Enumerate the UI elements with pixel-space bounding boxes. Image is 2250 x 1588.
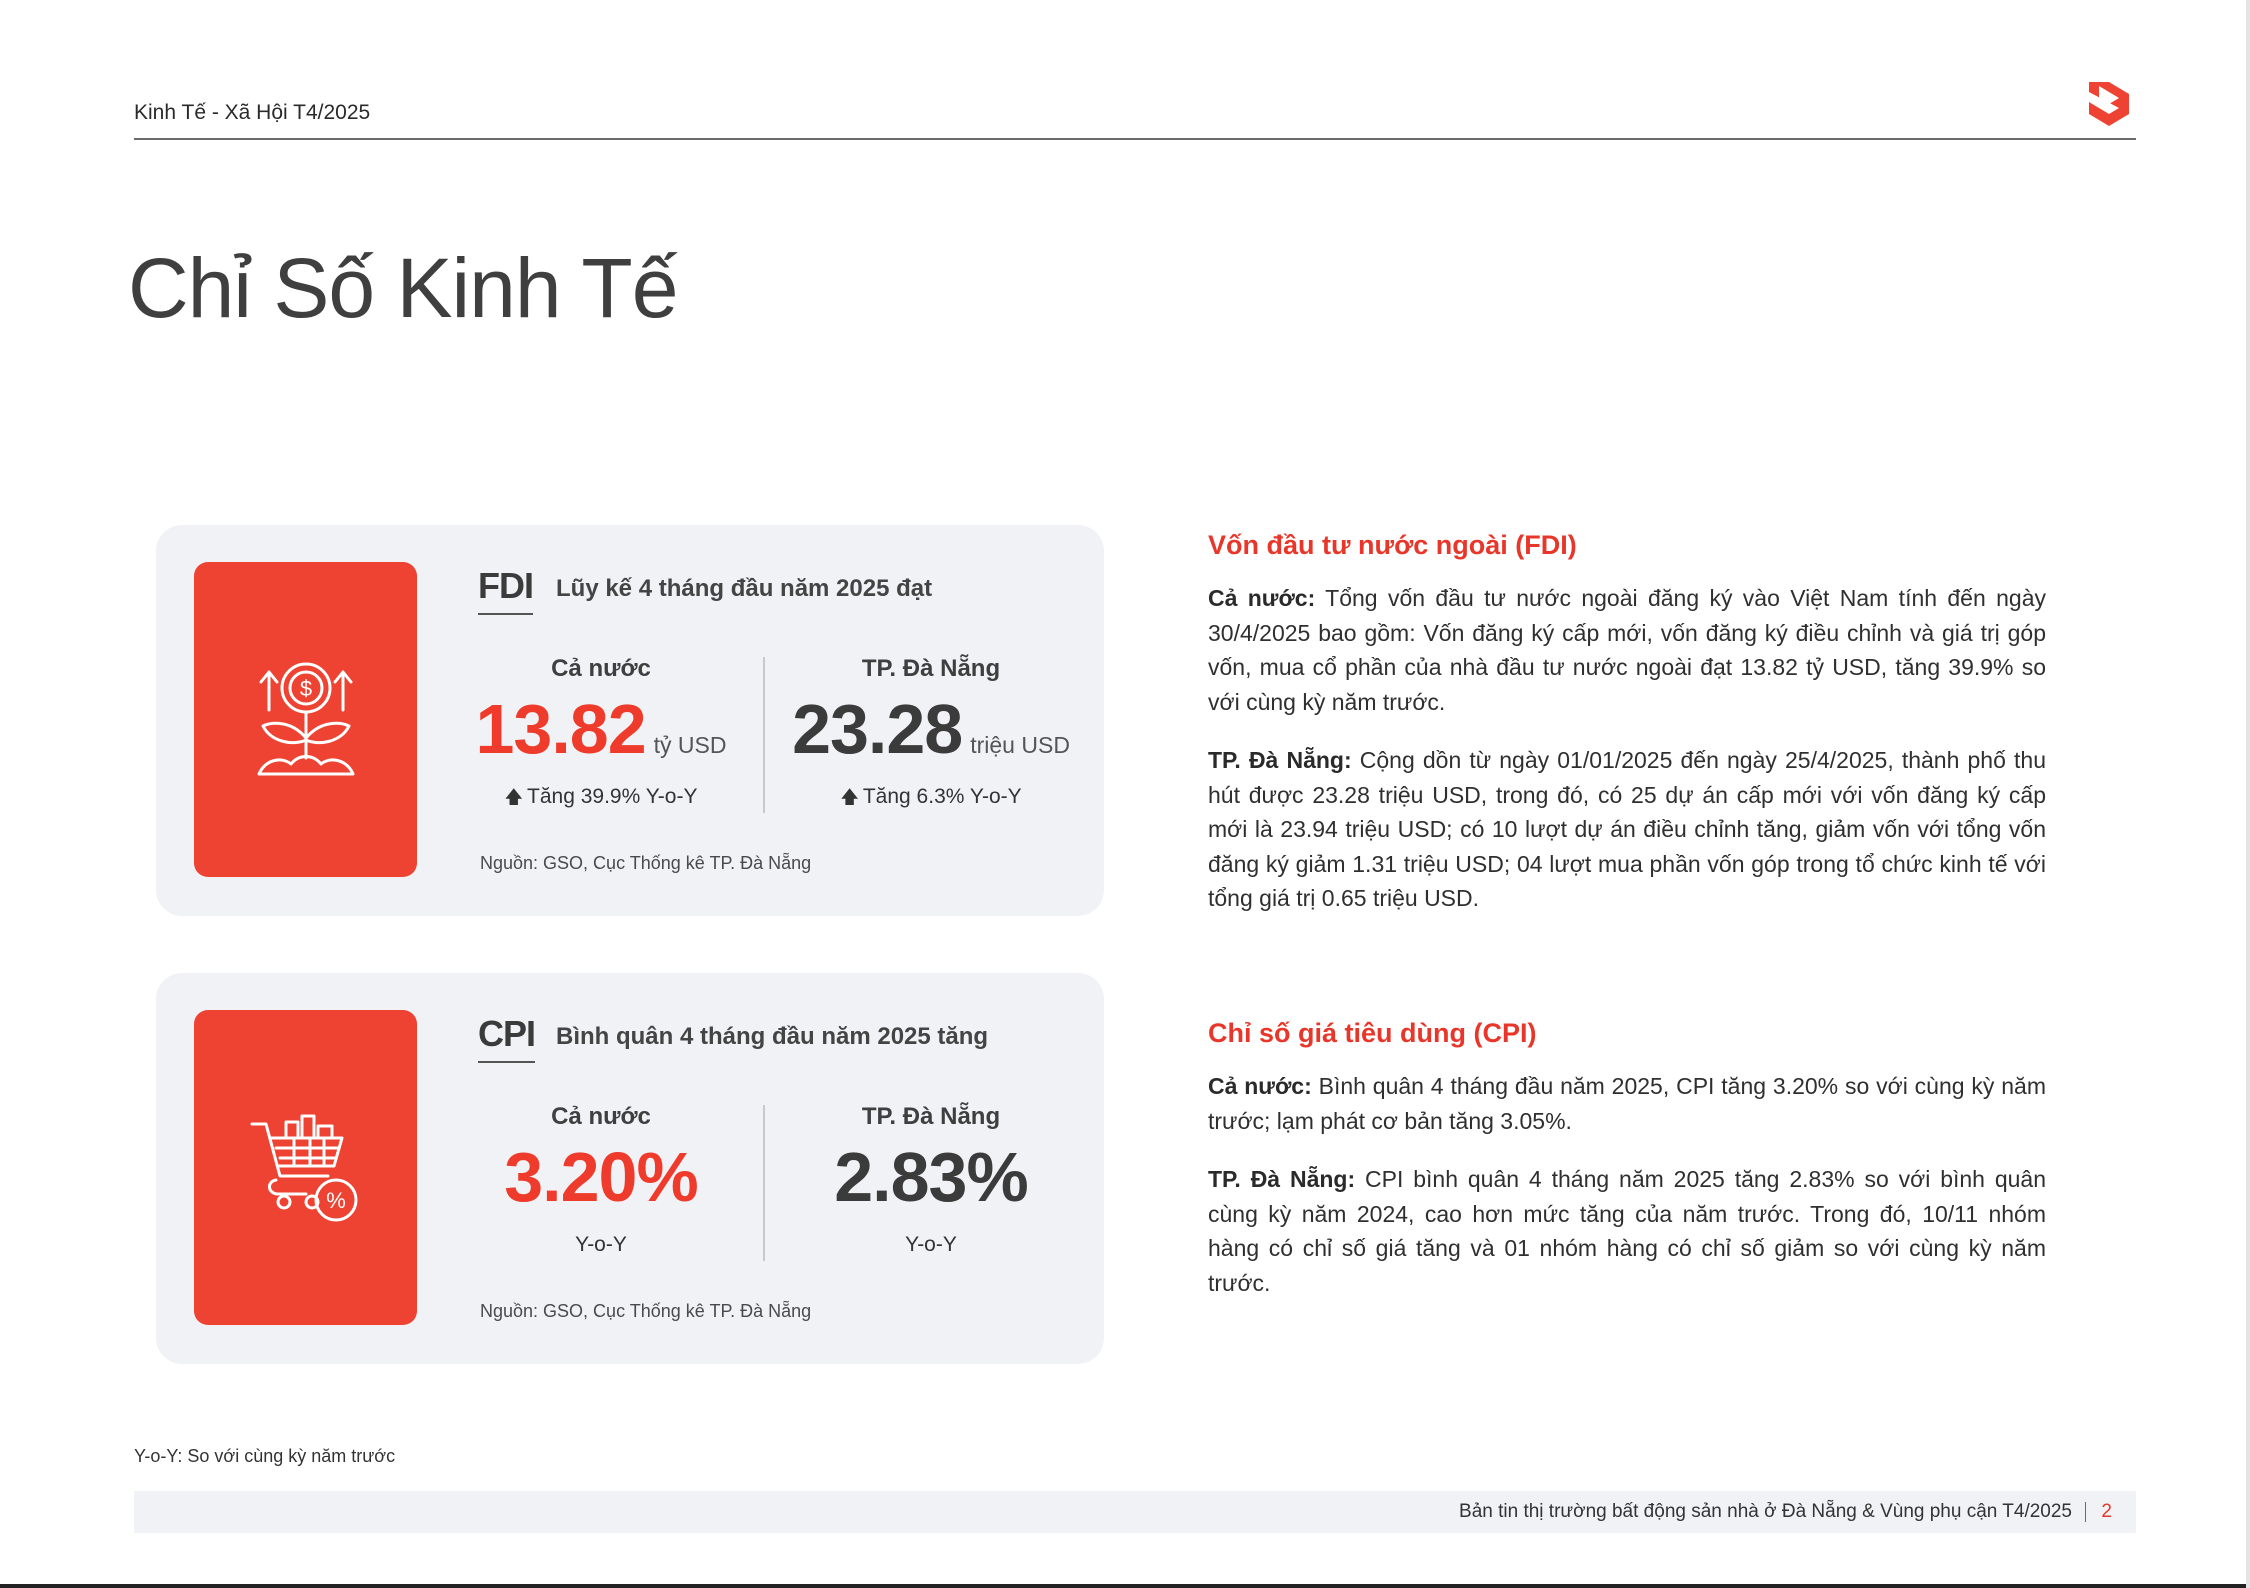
cpi-danang-body: CPI bình quân 4 tháng năm 2025 tăng 2.83… [1208,1166,2046,1296]
svg-text:%: % [326,1188,346,1213]
yoy-footnote: Y-o-Y: So với cùng kỳ năm trước [134,1446,396,1466]
fdi-danang-change-text: Tăng 6.3% Y-o-Y [862,784,1022,808]
cpi-national-lead: Cả nước: [1208,1073,1312,1099]
fdi-danang-label: TP. Đà Nẵng [861,655,1001,682]
cpi-text-section: Chỉ số giá tiêu dùng (CPI) Cả nước: Bình… [1208,1018,2046,1324]
cpi-national-value: 3.20% [504,1138,698,1216]
cpi-danang-column: TP. Đà Nẵng 2.83% Y-o-Y [786,1103,1076,1257]
cpi-national-body: Bình quân 4 tháng đầu năm 2025, CPI tăng… [1208,1073,2046,1134]
fdi-national-change-text: Tăng 39.9% Y-o-Y [527,784,698,808]
cpi-danang-label: TP. Đà Nẵng [861,1103,1001,1130]
cpi-icon-tile: % [194,1010,417,1325]
page-title: Chỉ Số Kinh Tế [128,241,678,335]
fdi-column-divider [763,657,765,813]
cpi-subtitle: Bình quân 4 tháng đầu năm 2025 tăng [556,1023,989,1050]
page-right-border [2246,0,2250,1588]
page-footer: Bản tin thị trường bất động sản nhà ở Đà… [134,1491,2136,1533]
cpi-national-paragraph: Cả nước: Bình quân 4 tháng đầu năm 2025,… [1208,1069,2046,1138]
fdi-national-change: 🡅 Tăng 39.9% Y-o-Y [456,785,746,815]
cpi-danang-lead: TP. Đà Nẵng: [1208,1166,1356,1192]
fdi-danang-change: 🡅 Tăng 6.3% Y-o-Y [786,785,1076,815]
fdi-danang-lead: TP. Đà Nẵng: [1208,747,1352,773]
cpi-danang-value: 2.83% [834,1138,1028,1216]
fdi-national-lead: Cả nước: [1208,585,1316,611]
cpi-heading: Chỉ số giá tiêu dùng (CPI) [1208,1018,1537,1048]
fdi-danang-paragraph: TP. Đà Nẵng: Cộng dồn từ ngày 01/01/2025… [1208,743,2046,916]
page-bottom-border [0,1584,2250,1588]
fdi-national-column: Cả nước 13.82 tỷ USD 🡅 Tăng 39.9% Y-o-Y [456,655,746,815]
header-divider [134,138,2136,140]
fdi-national-value: 13.82 [475,690,646,768]
fdi-danang-body: Cộng dồn từ ngày 01/01/2025 đến ngày 25/… [1208,747,2046,911]
fdi-danang-unit: triệu USD [970,732,1070,758]
cpi-danang-paragraph: TP. Đà Nẵng: CPI bình quân 4 tháng năm 2… [1208,1162,2046,1300]
shopping-cart-percent-icon: % [250,1114,357,1221]
fdi-source: Nguồn: GSO, Cục Thống kê TP. Đà Nẵng [480,853,812,873]
fdi-national-label: Cả nước [551,655,651,682]
money-plant-icon: $ [257,662,354,775]
fdi-national-unit: tỷ USD [653,732,727,758]
fdi-subtitle: Lũy kế 4 tháng đầu năm 2025 đạt [556,575,933,602]
cpi-danang-note: Y-o-Y [905,1232,957,1256]
fdi-code: FDI [478,565,534,615]
cpi-column-divider [763,1105,765,1261]
fdi-card: $ FDI Lũy kế 4 tháng đầu năm 2025 đạt Cả… [156,525,1104,916]
cpi-code: CPI [478,1013,536,1063]
fdi-national-body: Tổng vốn đầu tư nước ngoài đăng ký vào V… [1208,585,2046,715]
cpi-national-column: Cả nước 3.20% Y-o-Y [456,1103,746,1257]
arrow-up-icon: 🡅 [840,786,859,807]
fdi-icon-tile: $ [194,562,417,877]
fdi-danang-value: 23.28 [792,690,963,768]
svg-text:$: $ [299,676,311,701]
fdi-national-paragraph: Cả nước: Tổng vốn đầu tư nước ngoài đăng… [1208,581,2046,719]
cpi-national-note: Y-o-Y [575,1232,627,1256]
page-number: 2 [2101,1501,2112,1522]
cpi-card: % CPI Bình quân 4 tháng đầu năm 2025 tăn… [156,973,1104,1364]
fdi-text-section: Vốn đầu tư nước ngoài (FDI) Cả nước: Tổn… [1208,530,2046,940]
arrow-up-icon: 🡅 [504,786,524,807]
cpi-national-label: Cả nước [551,1103,651,1130]
footer-separator [2085,1502,2086,1522]
header-title: Kinh Tế - Xã Hội T4/2025 [134,101,371,124]
footer-text: Bản tin thị trường bất động sản nhà ở Đà… [1459,1501,2072,1522]
brand-logo-icon [2083,78,2135,130]
fdi-danang-column: TP. Đà Nẵng 23.28 triệu USD 🡅 Tăng 6.3% Y… [786,655,1076,815]
fdi-heading: Vốn đầu tư nước ngoài (FDI) [1208,530,1577,560]
cpi-source: Nguồn: GSO, Cục Thống kê TP. Đà Nẵng [480,1301,812,1321]
